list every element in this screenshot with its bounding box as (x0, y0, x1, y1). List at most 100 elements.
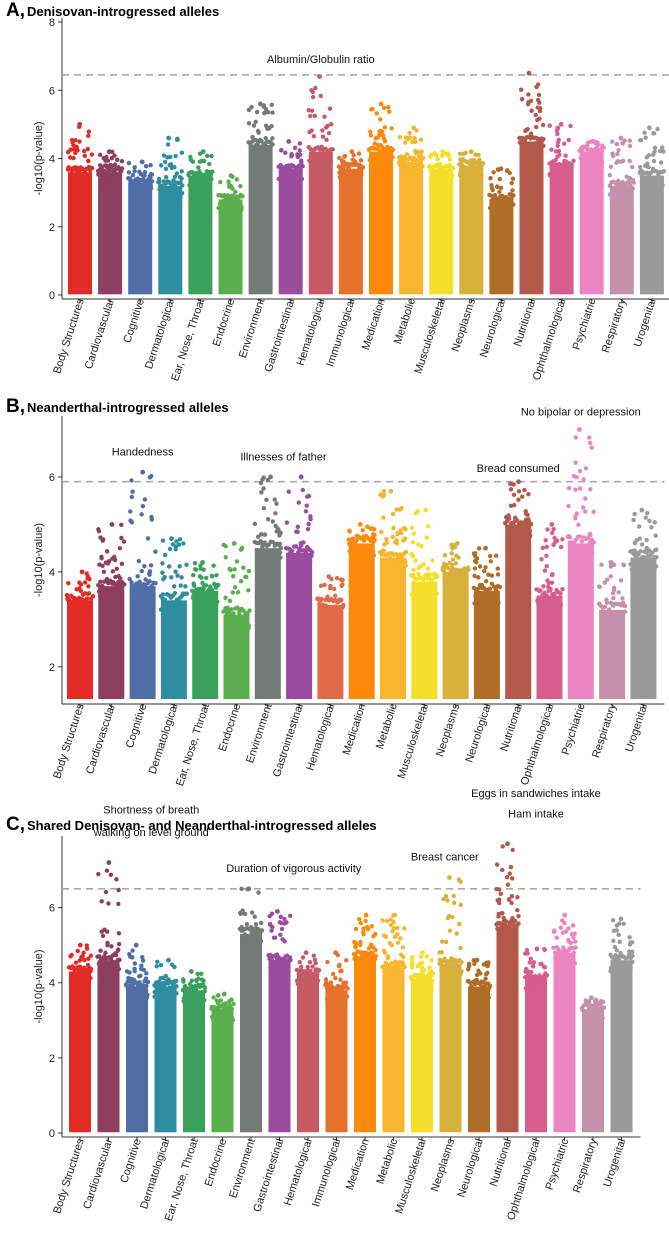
data-point (158, 962, 164, 968)
data-point (505, 168, 510, 173)
dense-point-cloud (317, 605, 344, 700)
dense-point-cloud (525, 978, 547, 1133)
dense-point-cloud (380, 557, 406, 700)
data-point (529, 521, 534, 527)
data-point (195, 172, 200, 178)
category-points (126, 159, 155, 295)
data-point (102, 954, 107, 959)
data-point (493, 587, 499, 592)
data-point (130, 489, 135, 494)
data-point (160, 570, 165, 575)
data-point (389, 126, 394, 131)
data-point (367, 964, 373, 969)
data-point (368, 943, 374, 949)
data-point (261, 506, 267, 511)
data-point (246, 936, 252, 941)
data-point (469, 993, 475, 998)
data-point (592, 149, 597, 154)
data-point (241, 608, 246, 613)
data-point (400, 566, 405, 572)
data-point (380, 918, 385, 923)
data-point (267, 954, 273, 959)
data-point (579, 539, 584, 544)
data-point (132, 966, 137, 971)
data-point (573, 537, 578, 543)
data-point (171, 606, 176, 611)
data-point (81, 148, 87, 154)
data-point (528, 956, 533, 962)
data-point (551, 542, 556, 548)
x-tick-label: Cardiovascular (83, 297, 117, 371)
data-point (202, 172, 208, 178)
data-point (466, 964, 471, 969)
data-point (486, 572, 491, 577)
data-point (430, 971, 436, 976)
data-point (85, 146, 91, 152)
data-point (510, 876, 515, 881)
data-point (661, 149, 666, 154)
data-point (89, 152, 95, 157)
data-point (631, 517, 636, 523)
data-point (381, 489, 387, 494)
dense-point-cloud (268, 960, 291, 1133)
data-point (195, 998, 200, 1004)
data-point (439, 939, 445, 944)
data-point (109, 944, 114, 949)
category-points (294, 950, 322, 1133)
data-point (99, 554, 104, 560)
data-point (583, 509, 588, 514)
data-point (577, 534, 582, 539)
data-point (509, 900, 514, 906)
data-point (177, 564, 182, 569)
data-point (404, 152, 410, 157)
data-point (142, 169, 148, 175)
dense-point-cloud (639, 175, 664, 295)
data-point (253, 921, 259, 927)
data-point (474, 556, 480, 561)
data-point (223, 196, 229, 201)
data-point (347, 529, 352, 534)
x-tick-label: Ear, Nose, Throat (169, 297, 207, 383)
dense-point-cloud (369, 151, 393, 295)
data-point (461, 151, 466, 156)
category-points (336, 149, 366, 295)
data-point (229, 1006, 235, 1012)
data-point (221, 542, 226, 548)
data-point (142, 497, 148, 502)
data-point (638, 549, 643, 554)
dense-point-cloud (128, 182, 153, 295)
data-point (69, 137, 75, 143)
data-point (412, 135, 417, 141)
data-point (218, 998, 224, 1003)
data-point (259, 138, 264, 144)
x-tick-label: Respiratory (600, 297, 629, 355)
data-point (458, 902, 463, 908)
data-point (388, 922, 394, 928)
data-point (495, 566, 501, 571)
data-point (569, 945, 575, 951)
data-point (661, 168, 667, 174)
data-point (424, 535, 430, 540)
data-point (597, 1014, 603, 1019)
data-point (491, 206, 497, 212)
data-point (292, 145, 298, 151)
data-point (244, 922, 250, 927)
data-point (652, 567, 657, 572)
data-point (106, 901, 111, 906)
data-point (96, 589, 102, 594)
category-points (180, 969, 208, 1133)
data-point (358, 169, 364, 175)
data-point (274, 965, 280, 970)
data-point (265, 551, 270, 556)
data-point (602, 615, 607, 621)
max-point (454, 540, 460, 546)
data-point (459, 572, 465, 577)
data-point (107, 175, 112, 180)
data-point (238, 183, 243, 189)
data-point (522, 487, 527, 493)
data-point (338, 165, 343, 170)
data-point (373, 953, 379, 959)
data-point (117, 957, 122, 962)
x-tick-label: Hematological (295, 297, 328, 367)
data-point (491, 170, 496, 175)
